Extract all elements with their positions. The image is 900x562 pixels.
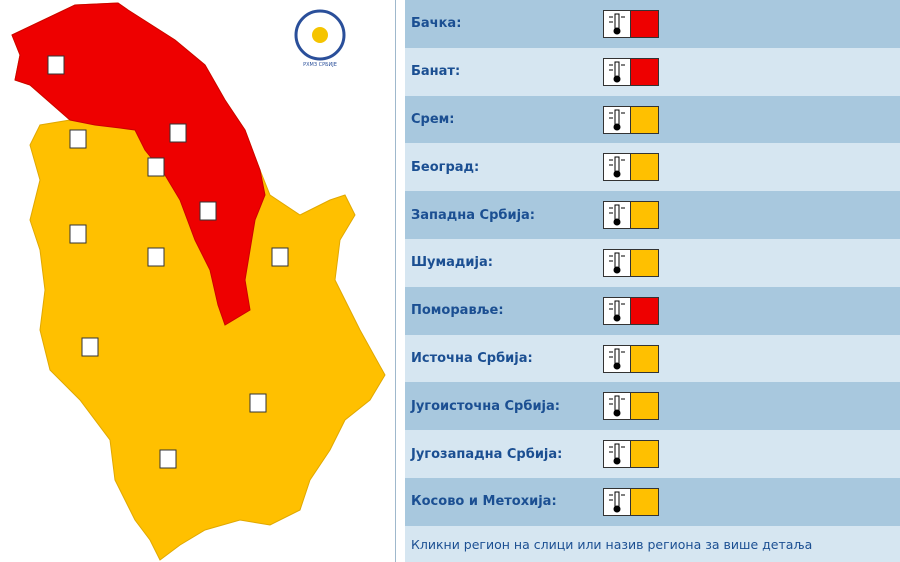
thermometer-glyph	[609, 300, 625, 322]
thermometer-glyph	[609, 348, 625, 370]
warning-icon	[603, 105, 659, 134]
warning-icon	[603, 10, 659, 38]
region-row[interactable]: Југозападна Србија:	[405, 430, 900, 478]
region-row[interactable]: Косово и Метохија:	[405, 478, 900, 526]
region-name[interactable]: Југозападна Србија:	[411, 446, 563, 462]
warning-level	[631, 154, 658, 181]
region-row[interactable]: Банат:	[405, 47, 900, 96]
warning-icon	[603, 344, 659, 373]
region-row[interactable]: Југоисточна Србија:	[405, 382, 900, 431]
logo-caption: РХМЗ СРБИЈЕ	[303, 62, 337, 68]
thermometer	[604, 345, 631, 372]
warning-level	[631, 345, 658, 372]
region-name[interactable]: Косово и Метохија:	[411, 494, 557, 510]
warning-level	[631, 393, 658, 420]
region-name[interactable]: Срем:	[411, 111, 455, 127]
region-row[interactable]: Срем:	[405, 95, 900, 144]
warning-icon	[603, 249, 659, 277]
map-icons	[47, 55, 289, 469]
warning-level	[631, 58, 658, 85]
region-row[interactable]: Београд:	[405, 143, 900, 192]
logo: РХМЗ СРБИЈЕ	[294, 9, 346, 68]
thermometer	[604, 106, 631, 133]
region-row[interactable]: Шумадија:	[405, 239, 900, 287]
region-row[interactable]: Бачка:	[405, 0, 900, 48]
warning-icon	[603, 440, 659, 469]
warning-icon	[603, 488, 659, 516]
region-list: Бачка: Банат: Срем: Београд: Западна Србија:…	[405, 0, 900, 562]
warning-level	[631, 489, 658, 515]
region-row[interactable]: Поморавље:	[405, 286, 900, 335]
region-name[interactable]: Западна Србија:	[411, 207, 536, 223]
thermometer-glyph	[609, 204, 625, 226]
footer: Кликни регион на слици или назив региона…	[405, 526, 900, 562]
warning-icon	[603, 296, 659, 325]
thermometer-glyph	[609, 252, 625, 274]
thermometer	[604, 202, 631, 229]
region-name[interactable]: Београд:	[411, 159, 480, 175]
thermometer-glyph	[609, 395, 625, 417]
thermometer-glyph	[609, 13, 625, 35]
warning-icon	[603, 201, 659, 230]
region-name[interactable]: Бачка:	[411, 16, 462, 32]
thermometer	[604, 297, 631, 324]
warning-level	[631, 106, 658, 133]
region-name[interactable]: Источна Србија:	[411, 350, 533, 366]
region-name[interactable]: Поморавље:	[411, 303, 504, 319]
thermometer-glyph	[609, 109, 625, 131]
region-row[interactable]: Западна Србија:	[405, 191, 900, 239]
thermometer	[604, 11, 631, 37]
thermometer	[604, 154, 631, 181]
warning-icon	[603, 153, 659, 182]
region-row[interactable]: Источна Србија:	[405, 334, 900, 383]
warning-map[interactable]: РХМЗ СРБИЈЕ	[0, 0, 396, 562]
thermometer-glyph	[609, 443, 625, 465]
warning-icon	[603, 57, 659, 86]
region-name[interactable]: Шумадија:	[411, 255, 493, 271]
thermometer	[604, 489, 631, 515]
region-name[interactable]: Банат:	[411, 64, 461, 80]
thermometer-glyph	[609, 61, 625, 83]
thermometer-glyph	[609, 156, 625, 178]
thermometer	[604, 250, 631, 276]
warning-level	[631, 202, 658, 229]
thermometer	[604, 58, 631, 85]
warning-icon	[603, 392, 659, 421]
region-name[interactable]: Југоисточна Србија:	[411, 398, 560, 414]
thermometer	[604, 441, 631, 468]
warning-level	[631, 250, 658, 276]
thermometer	[604, 393, 631, 420]
map-red[interactable]	[11, 2, 266, 326]
thermometer-glyph	[609, 491, 625, 513]
warning-level	[631, 441, 658, 468]
warning-level	[631, 11, 658, 37]
warning-level	[631, 297, 658, 324]
